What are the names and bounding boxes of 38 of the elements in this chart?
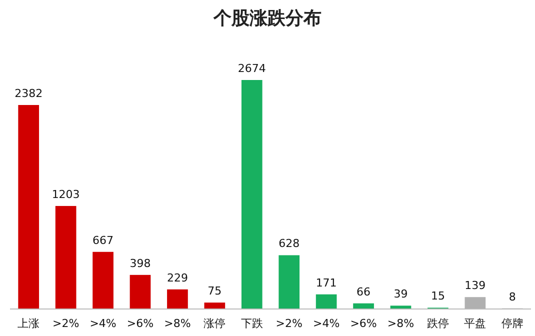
bar (167, 289, 188, 309)
x-tick-label: >6% (126, 317, 154, 330)
data-label: 2382 (14, 87, 43, 100)
x-tick-label: >6% (350, 317, 377, 330)
x-tick-label: >2% (52, 317, 80, 330)
chart-title: 个股涨跌分布 (212, 8, 322, 29)
x-tick-label: 平盘 (464, 317, 486, 330)
x-tick-label: 下跌 (240, 317, 263, 330)
bar (92, 252, 114, 309)
data-label: 171 (316, 276, 337, 290)
data-label: 15 (430, 290, 445, 303)
data-label: 1203 (52, 188, 80, 201)
x-tick-label: >8% (164, 317, 191, 330)
x-tick-label: 跌停 (426, 317, 449, 330)
data-label: 66 (356, 285, 371, 298)
x-tick-label: 涨停 (204, 317, 226, 330)
data-label: 75 (208, 284, 222, 298)
x-tick-label: >4% (312, 317, 340, 330)
data-label: 39 (394, 288, 408, 301)
x-tick-label: >4% (90, 317, 116, 330)
x-tick-label: 上涨 (18, 317, 40, 330)
bar (278, 255, 300, 309)
bar (18, 105, 40, 309)
bar (55, 206, 76, 309)
data-label: 398 (130, 256, 151, 270)
x-tick-label: >8% (387, 317, 414, 330)
x-tick-label: >2% (276, 317, 302, 330)
bar (130, 274, 151, 309)
data-label: 229 (166, 271, 188, 284)
data-label: 2674 (238, 62, 266, 75)
data-label: 139 (464, 279, 486, 292)
bar (204, 302, 226, 309)
bar (316, 294, 337, 309)
data-label: 628 (278, 237, 300, 250)
bar (241, 80, 262, 309)
x-tick-label: 停牌 (501, 317, 524, 330)
data-label: 667 (92, 234, 114, 247)
data-label: 8 (508, 290, 516, 304)
